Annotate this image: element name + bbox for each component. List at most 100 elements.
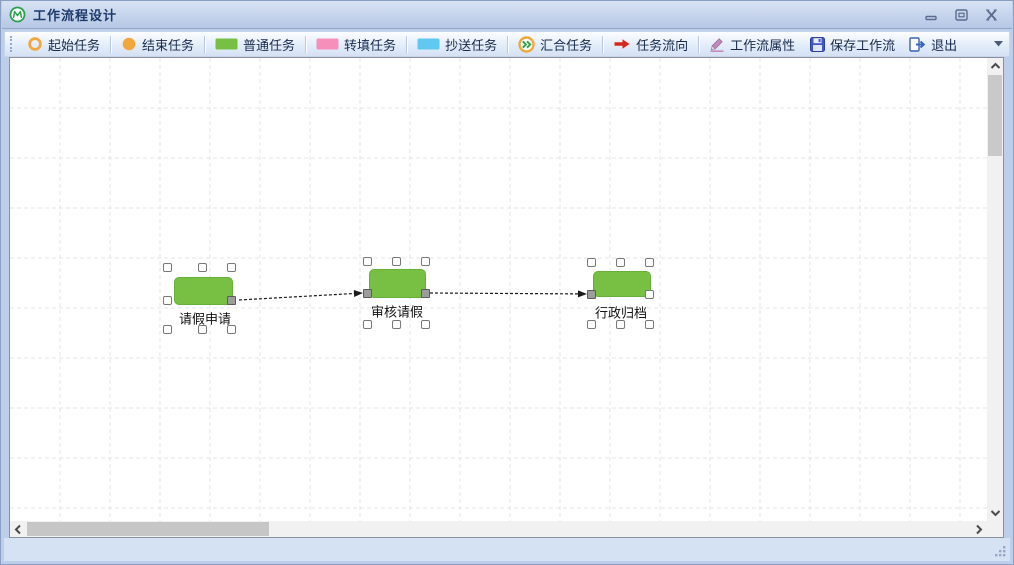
scrollbar-corner <box>987 521 1003 537</box>
window-controls <box>925 8 998 21</box>
toolbar-button-label: 起始任务 <box>48 37 101 53</box>
workflow-canvas[interactable]: 请假申请 审核请假 行政归档 <box>10 58 987 521</box>
connection-review-leave-to-admin-archive[interactable] <box>429 290 587 298</box>
selection-handle[interactable] <box>362 256 372 266</box>
selection-handle[interactable] <box>420 256 430 266</box>
toolbar-separator <box>406 35 408 53</box>
chevron-down-icon <box>990 510 1000 517</box>
selection-handle[interactable] <box>226 324 236 334</box>
toolbar-button-end-task[interactable]: 结束任务 <box>114 33 201 55</box>
toolbar-separator <box>698 35 700 53</box>
toolbar-separator <box>110 35 112 53</box>
toolbar-overflow-button[interactable] <box>990 33 1006 55</box>
workflow-node-admin-archive[interactable] <box>593 271 651 297</box>
chevron-left-icon <box>14 524 21 534</box>
canvas-frame: 请假申请 审核请假 行政归档 <box>9 57 1004 538</box>
toolbar-button-label: 转填任务 <box>344 37 397 53</box>
node-label-admin-archive: 行政归档 <box>594 305 648 321</box>
status-bar <box>4 538 1010 561</box>
connection-leave-request-to-review-leave[interactable] <box>238 290 363 301</box>
connection-port[interactable] <box>226 295 236 305</box>
vertical-scroll-thumb[interactable] <box>988 75 1002 156</box>
toolbar-button-start-task[interactable]: 起始任务 <box>20 33 107 55</box>
selection-handle[interactable] <box>644 319 654 329</box>
toolbar-button-save-workflow[interactable]: 保存工作流 <box>802 33 902 55</box>
horizontal-scroll-thumb[interactable] <box>27 522 269 536</box>
start-task-icon <box>27 36 43 52</box>
scroll-left-button[interactable] <box>10 521 26 537</box>
toolbar-button-label: 结束任务 <box>142 37 195 53</box>
resize-grip-icon[interactable] <box>994 545 1007 558</box>
selection-handle[interactable] <box>162 262 172 272</box>
connection-port[interactable] <box>586 289 596 299</box>
vertical-scrollbar[interactable] <box>987 58 1003 521</box>
end-task-icon <box>121 36 137 52</box>
toolbar-button-label: 汇合任务 <box>540 37 593 53</box>
selection-handle[interactable] <box>197 262 207 272</box>
maximize-button[interactable] <box>955 8 968 21</box>
selection-handle[interactable] <box>362 319 372 329</box>
task-flow-icon <box>613 37 631 51</box>
toolbar-separator <box>204 35 206 53</box>
merge-task-icon <box>518 35 535 53</box>
selection-handle[interactable] <box>226 262 236 272</box>
connection-port[interactable] <box>362 288 372 298</box>
node-label-review-leave: 审核请假 <box>370 304 424 320</box>
app-logo-icon <box>9 6 26 23</box>
horizontal-scrollbar[interactable] <box>10 521 987 537</box>
chevron-right-icon <box>976 524 983 534</box>
connection-port[interactable] <box>420 288 430 298</box>
toolbar-button-label: 工作流属性 <box>730 37 796 53</box>
workflow-node-leave-request[interactable] <box>174 277 233 305</box>
title-bar: 工作流程设计 <box>2 1 1012 29</box>
toolbar-button-label: 抄送任务 <box>445 37 498 53</box>
toolbar-button-cc-task[interactable]: 抄送任务 <box>410 33 504 55</box>
toolbar-button-normal-task[interactable]: 普通任务 <box>208 33 302 55</box>
toolbar-buttons: 起始任务 结束任务 普通任务 转填任务 抄送任务 汇合任务 任务流向 工作流属性 保存工作流 退出 <box>20 32 964 56</box>
nodes-layer: 请假申请 审核请假 行政归档 <box>10 58 987 521</box>
toolbar-separator <box>602 35 604 53</box>
scroll-up-button[interactable] <box>987 58 1003 74</box>
scroll-down-button[interactable] <box>987 505 1003 521</box>
selection-handle[interactable] <box>615 319 625 329</box>
save-workflow-icon <box>809 36 825 52</box>
toolbar-button-transfer-task[interactable]: 转填任务 <box>309 33 403 55</box>
close-icon <box>986 8 997 21</box>
close-button[interactable] <box>985 8 998 21</box>
workflow-node-review-leave[interactable] <box>369 269 426 298</box>
toolbar-button-task-flow[interactable]: 任务流向 <box>606 33 695 55</box>
grid-lines <box>10 58 987 521</box>
minimize-icon <box>925 15 937 20</box>
scroll-right-button[interactable] <box>971 521 987 537</box>
toolbar-button-merge-task[interactable]: 汇合任务 <box>511 33 599 55</box>
selection-handle[interactable] <box>644 289 654 299</box>
toolbar-separator <box>507 35 509 53</box>
minimize-button[interactable] <box>925 9 938 21</box>
selection-handle[interactable] <box>586 257 596 267</box>
maximize-icon <box>955 8 968 21</box>
selection-handle[interactable] <box>615 257 625 267</box>
toolbar-button-workflow-properties[interactable]: 工作流属性 <box>702 33 802 55</box>
chevron-up-icon <box>990 62 1000 69</box>
cc-task-icon <box>417 36 440 52</box>
toolbar-button-label: 保存工作流 <box>830 37 896 53</box>
selection-handle[interactable] <box>586 319 596 329</box>
selection-handle[interactable] <box>644 257 654 267</box>
selection-handle[interactable] <box>162 324 172 334</box>
toolbar-button-exit[interactable]: 退出 <box>902 33 964 55</box>
canvas-drawing-layer <box>10 58 987 521</box>
selection-handle[interactable] <box>197 324 207 334</box>
toolbar-separator <box>305 35 307 53</box>
toolbar-grip[interactable] <box>10 36 15 52</box>
toolbar-button-label: 任务流向 <box>636 37 689 53</box>
normal-task-icon <box>215 36 238 52</box>
selection-handle[interactable] <box>162 295 172 305</box>
exit-icon <box>909 36 926 52</box>
toolbar-button-label: 普通任务 <box>243 37 296 53</box>
selection-handle[interactable] <box>420 319 430 329</box>
selection-handle[interactable] <box>391 256 401 266</box>
selection-handle[interactable] <box>391 319 401 329</box>
chevron-down-icon <box>993 41 1003 47</box>
transfer-task-icon <box>316 36 339 52</box>
